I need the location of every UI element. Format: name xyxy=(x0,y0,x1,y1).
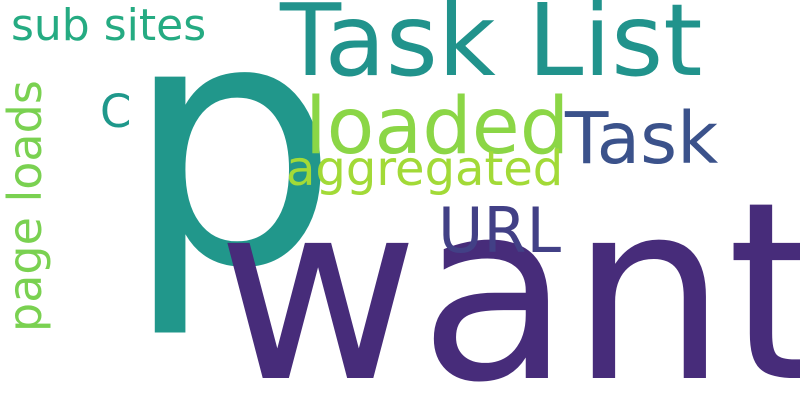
word-sub-sites: sub sites xyxy=(11,0,207,51)
word-page-loads: page loads xyxy=(0,80,52,332)
word-task: Task xyxy=(565,97,719,180)
word-task-list: Task List xyxy=(280,0,703,99)
word-aggregated: aggregated xyxy=(286,141,564,197)
word-p: p xyxy=(124,0,340,342)
word-loaded: loaded xyxy=(305,82,570,172)
word-url: URL xyxy=(438,194,562,267)
word-c: C xyxy=(100,85,132,138)
word-want: want xyxy=(217,150,800,400)
